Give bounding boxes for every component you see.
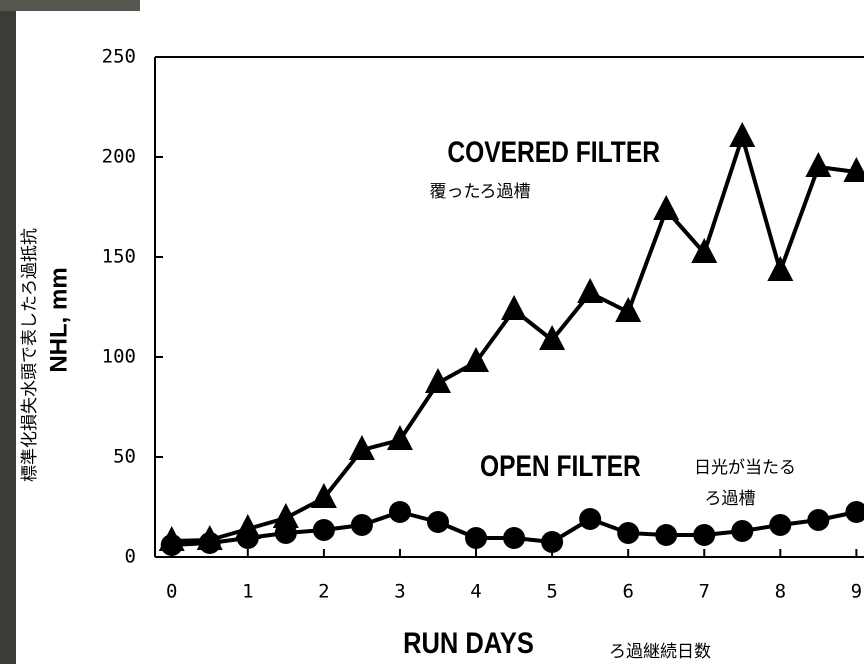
marker bbox=[199, 532, 221, 554]
y-axis-label: NHL, mm bbox=[45, 267, 72, 372]
y-tick-label: 250 bbox=[102, 46, 136, 68]
annotation-jp: 日光が当たる bbox=[694, 458, 796, 478]
marker bbox=[237, 527, 259, 549]
marker bbox=[351, 514, 373, 536]
y-tick-label: 200 bbox=[102, 146, 136, 168]
y-tick-label: 150 bbox=[102, 246, 136, 268]
x-tick-label: 4 bbox=[470, 581, 481, 603]
x-tick-label: 1 bbox=[242, 581, 253, 603]
marker bbox=[769, 514, 791, 536]
y-axis-label-jp: 標準化損失水頭で表したろ過抵抗 bbox=[20, 228, 40, 482]
series-label: COVERED FILTER bbox=[447, 135, 660, 169]
marker bbox=[541, 531, 563, 553]
x-axis-label: RUN DAYS bbox=[403, 626, 534, 659]
x-tick-label: 8 bbox=[775, 581, 786, 603]
marker bbox=[275, 522, 297, 544]
marker bbox=[465, 527, 487, 549]
photo-edge bbox=[0, 0, 16, 664]
series-label: OPEN FILTER bbox=[480, 449, 641, 483]
annotation-jp: ろ過槽 bbox=[705, 489, 756, 509]
marker bbox=[313, 519, 335, 541]
x-axis-label-jp: ろ過継続日数 bbox=[609, 642, 711, 662]
marker bbox=[389, 501, 411, 523]
x-tick-label: 0 bbox=[166, 581, 177, 603]
marker bbox=[617, 522, 639, 544]
photo-edge bbox=[0, 0, 140, 11]
y-tick-label: 0 bbox=[125, 546, 136, 568]
marker bbox=[161, 534, 183, 556]
x-tick-label: 6 bbox=[622, 581, 633, 603]
marker bbox=[427, 511, 449, 533]
marker bbox=[655, 524, 677, 546]
marker bbox=[503, 527, 525, 549]
y-tick-label: 100 bbox=[102, 346, 136, 368]
x-tick-label: 9 bbox=[851, 581, 862, 603]
marker bbox=[693, 524, 715, 546]
marker bbox=[731, 520, 753, 542]
marker bbox=[579, 508, 601, 530]
x-tick-label: 3 bbox=[394, 581, 405, 603]
chart: 標準化損失水頭で表したろ過抵抗 NHL, mm RUN DAYS ろ過継続日数 … bbox=[0, 0, 864, 664]
annotation-jp: 覆ったろ過槽 bbox=[430, 182, 531, 202]
x-tick-label: 5 bbox=[546, 581, 557, 603]
y-tick-label: 50 bbox=[113, 446, 136, 468]
x-tick-label: 7 bbox=[699, 581, 710, 603]
marker bbox=[807, 509, 829, 531]
x-tick-label: 2 bbox=[318, 581, 329, 603]
